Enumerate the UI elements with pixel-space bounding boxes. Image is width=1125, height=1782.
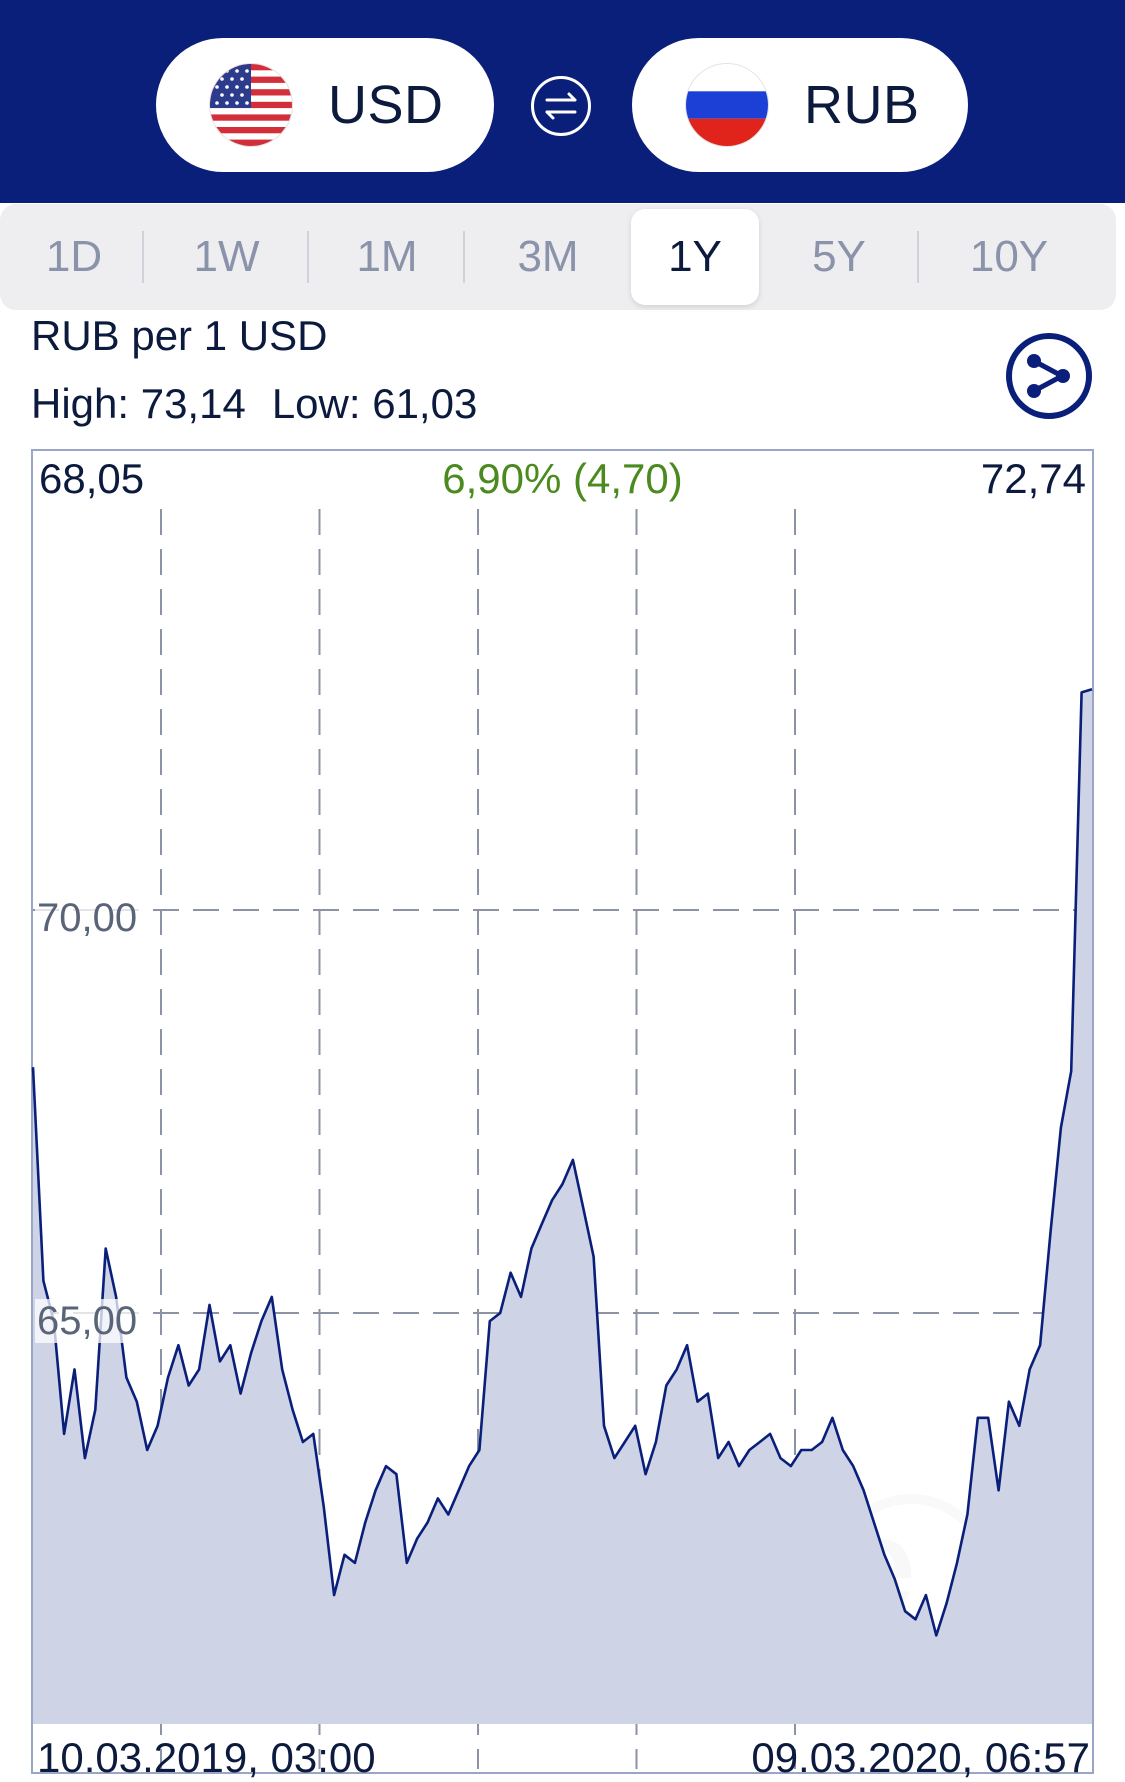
low-value: Low: 61,03 (271, 380, 478, 427)
tab-label: 1Y (668, 232, 722, 281)
rate-line (31, 687, 1093, 1637)
tab-label: 3M (517, 232, 579, 281)
from-currency-button[interactable]: USD (156, 38, 494, 172)
tab-divider (463, 231, 465, 283)
tab-divider (307, 231, 309, 283)
tab-5y[interactable]: 5Y (759, 209, 919, 305)
tab-1w[interactable]: 1W (144, 209, 309, 305)
ru-flag-icon (686, 64, 768, 146)
rate-area (33, 689, 1092, 1725)
swap-currencies-button[interactable] (531, 76, 591, 136)
share-icon (1027, 354, 1070, 398)
rate-chart[interactable]: xe 68,05 6,90% (4,70) 72,74 70,00 65,00 … (31, 449, 1094, 1781)
tab-label: 1W (193, 232, 260, 281)
end-date-label: 09.03.2020, 06:57 (751, 1734, 1090, 1781)
high-low-summary: High: 73,14 Low: 61,03 (31, 380, 477, 428)
tab-1m[interactable]: 1M (309, 209, 465, 305)
y-tick-label-65: 65,00 (35, 1299, 140, 1343)
share-button[interactable] (1006, 333, 1092, 419)
period-tabs: 1D 1W 1M 3M 1Y 5Y 10Y (0, 204, 1116, 310)
high-value: High: 73,14 (31, 380, 246, 427)
rate-title: RUB per 1 USD (31, 312, 328, 359)
end-rate-label: 72,74 (980, 455, 1086, 502)
tab-label: 10Y (969, 232, 1049, 281)
tab-label: 1D (45, 232, 103, 281)
tab-divider (917, 231, 919, 283)
currency-header: USD RUB (0, 0, 1125, 203)
tab-1d[interactable]: 1D (4, 209, 144, 305)
swap-arrows-icon (545, 92, 577, 120)
tab-label: 5Y (812, 232, 866, 281)
tab-10y[interactable]: 10Y (919, 209, 1099, 305)
from-currency-code: USD (328, 75, 444, 135)
to-currency-code: RUB (804, 75, 920, 135)
tab-label: 1M (356, 232, 418, 281)
tab-divider (142, 231, 144, 283)
tab-3m[interactable]: 3M (465, 209, 631, 305)
tab-1y[interactable]: 1Y (631, 209, 759, 305)
to-currency-button[interactable]: RUB (632, 38, 968, 172)
us-flag-icon (210, 64, 292, 146)
y-tick-label-70: 70,00 (35, 896, 140, 940)
start-rate-label: 68,05 (39, 455, 145, 502)
chart-canvas: xe (31, 449, 1094, 1774)
start-date-label: 10.03.2019, 03:00 (37, 1734, 376, 1781)
